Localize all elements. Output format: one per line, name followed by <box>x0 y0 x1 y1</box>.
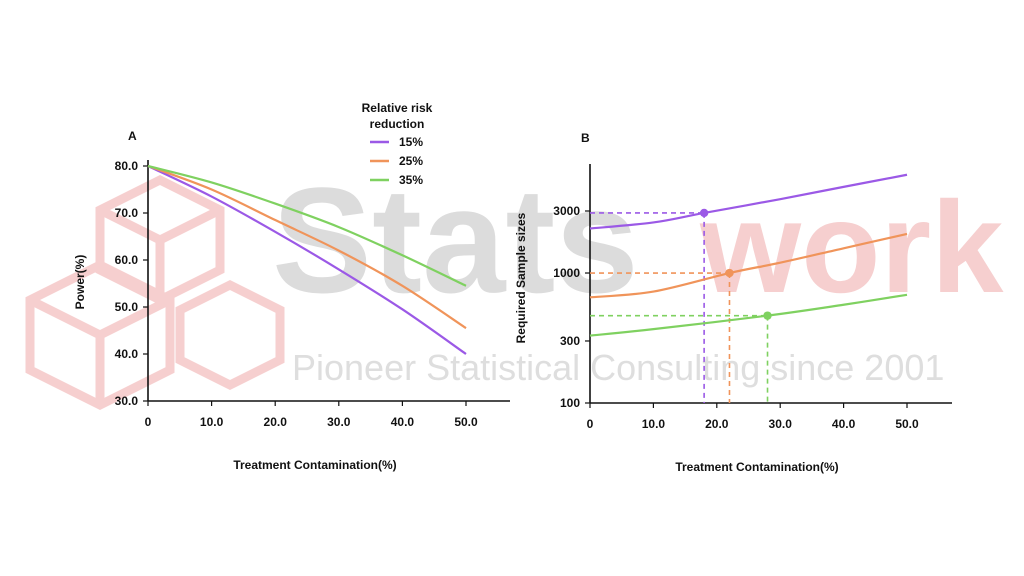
legend-title-line1: Relative risk <box>362 101 433 115</box>
panel-a-ylabel: Power(%) <box>73 255 87 310</box>
panel-a-label: A <box>128 129 137 143</box>
panel-b-x-tick-label: 0 <box>587 417 594 431</box>
panel-a: A 0 10.0 20.0 30.0 40.0 50.0 30.0 40.0 50.0 60.0 7… <box>73 129 510 472</box>
panel-b-x-tick-label: 20.0 <box>705 417 729 431</box>
panel-a-axes: 0 10.0 20.0 30.0 40.0 50.0 30.0 40.0 50.0 60.0 70.… <box>115 159 510 429</box>
panel-b-y-tick-label: 3000 <box>553 204 580 218</box>
panel-b-ylabel: Required Sample sizes <box>514 212 528 343</box>
panel-a-x-tick-label: 50.0 <box>454 415 478 429</box>
panel-a-x-tick-label: 20.0 <box>264 415 288 429</box>
panel-b-x-tick-label: 10.0 <box>642 417 666 431</box>
legend-item-label: 15% <box>399 135 423 149</box>
panel-b-y-tick-label: 300 <box>560 334 580 348</box>
panel-b-series-line <box>589 173 908 230</box>
panel-a-y-tick-label: 30.0 <box>115 394 139 408</box>
panel-a-series-line <box>147 164 467 330</box>
panel-b-axes: 0 10.0 20.0 30.0 40.0 50.0 100 300 1000 3000 <box>553 164 952 431</box>
legend-title-line2: reduction <box>370 117 425 131</box>
panel-b-marker-point <box>763 311 772 320</box>
panel-b: B 0 10.0 20.0 30.0 40.0 50.0 100 300 1000 3000 Tr… <box>514 131 952 474</box>
panel-a-x-tick-label: 40.0 <box>391 415 415 429</box>
panel-b-markers <box>699 208 772 320</box>
panel-b-marker-point <box>699 208 709 218</box>
panel-a-x-tick-label: 30.0 <box>327 415 351 429</box>
panel-a-y-tick-label: 50.0 <box>115 300 139 314</box>
panel-b-y-tick-label: 1000 <box>553 266 580 280</box>
panel-a-y-tick-label: 60.0 <box>115 253 139 267</box>
watermark-tagline: Pioneer Statistical Consulting since 200… <box>292 347 944 388</box>
panel-b-x-tick-label: 50.0 <box>895 417 919 431</box>
panel-b-label: B <box>581 131 590 145</box>
panel-b-x-tick-label: 40.0 <box>832 417 856 431</box>
panel-a-series <box>147 164 467 355</box>
panel-b-xlabel: Treatment Contamination(%) <box>675 460 838 474</box>
panel-b-marker-point <box>725 268 734 278</box>
watermark-brand-stats: Stats <box>272 156 639 324</box>
panel-a-x-tick-label: 10.0 <box>200 415 224 429</box>
panel-a-x-tick-label: 0 <box>145 415 152 429</box>
panel-a-y-tick-label: 40.0 <box>115 347 139 361</box>
panel-b-y-tick-label: 100 <box>560 396 580 410</box>
panel-a-series-line <box>147 165 467 355</box>
legend-item-label: 35% <box>399 173 423 187</box>
cube-logo-icon <box>25 174 285 411</box>
panel-a-xlabel: Treatment Contamination(%) <box>233 458 396 472</box>
panel-a-series-line <box>147 164 467 287</box>
legend-item-label: 25% <box>399 154 423 168</box>
panel-b-x-tick-label: 30.0 <box>769 417 793 431</box>
panel-a-y-tick-label: 80.0 <box>115 159 139 173</box>
legend: Relative risk reduction 15% 25% 35% <box>362 101 433 187</box>
panel-a-y-tick-label: 70.0 <box>115 206 139 220</box>
panel-b-series-line <box>589 232 908 299</box>
watermark: Stats work Pioneer Statistical Consultin… <box>25 156 1004 411</box>
panel-b-guides <box>590 212 769 403</box>
